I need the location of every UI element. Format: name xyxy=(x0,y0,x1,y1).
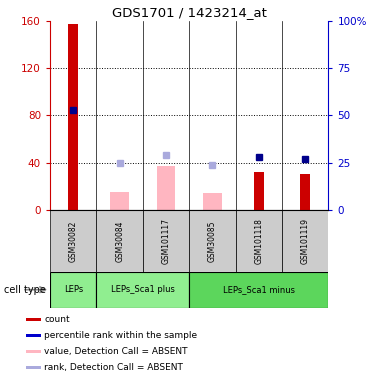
Bar xyxy=(26,334,41,336)
Text: percentile rank within the sample: percentile rank within the sample xyxy=(45,331,197,340)
Text: value, Detection Call = ABSENT: value, Detection Call = ABSENT xyxy=(45,347,188,356)
Bar xyxy=(189,272,328,308)
Text: cell type: cell type xyxy=(4,285,46,295)
Bar xyxy=(96,272,189,308)
Bar xyxy=(50,272,96,308)
Bar xyxy=(68,24,78,210)
Bar xyxy=(26,350,41,353)
Bar xyxy=(26,366,41,369)
Bar xyxy=(254,172,264,210)
Bar xyxy=(236,210,282,272)
Bar xyxy=(203,194,222,210)
Bar xyxy=(50,210,96,272)
Bar xyxy=(96,210,143,272)
Text: GSM30082: GSM30082 xyxy=(69,220,78,262)
Bar xyxy=(26,318,41,321)
Bar xyxy=(300,174,310,210)
Bar xyxy=(189,210,236,272)
Text: LEPs_Sca1 plus: LEPs_Sca1 plus xyxy=(111,285,175,294)
Text: LEPs: LEPs xyxy=(64,285,83,294)
Text: GSM101117: GSM101117 xyxy=(161,218,171,264)
Text: GSM30084: GSM30084 xyxy=(115,220,124,262)
Text: count: count xyxy=(45,315,70,324)
Text: GSM101118: GSM101118 xyxy=(254,218,263,264)
Title: GDS1701 / 1423214_at: GDS1701 / 1423214_at xyxy=(112,6,267,20)
Text: rank, Detection Call = ABSENT: rank, Detection Call = ABSENT xyxy=(45,363,183,372)
Bar xyxy=(143,210,189,272)
Text: GSM101119: GSM101119 xyxy=(301,218,310,264)
Bar xyxy=(157,166,175,210)
Text: GSM30085: GSM30085 xyxy=(208,220,217,262)
Text: LEPs_Sca1 minus: LEPs_Sca1 minus xyxy=(223,285,295,294)
Bar xyxy=(111,192,129,210)
Bar xyxy=(282,210,328,272)
